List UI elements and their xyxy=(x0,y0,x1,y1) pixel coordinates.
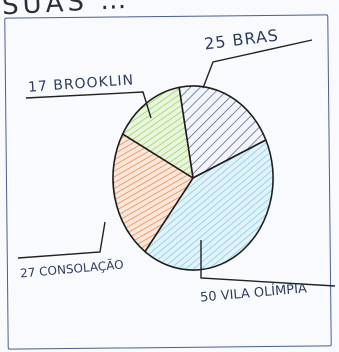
leader-line-consolacao xyxy=(17,221,106,259)
pie-slice-consolacao xyxy=(112,133,194,253)
pie-slice-bras xyxy=(178,85,267,179)
leader-line-brooklin xyxy=(25,91,152,119)
leader-line-vila xyxy=(200,240,336,287)
pie-slice-vila-olimpia xyxy=(144,139,274,271)
leader-line-bras xyxy=(202,39,313,89)
